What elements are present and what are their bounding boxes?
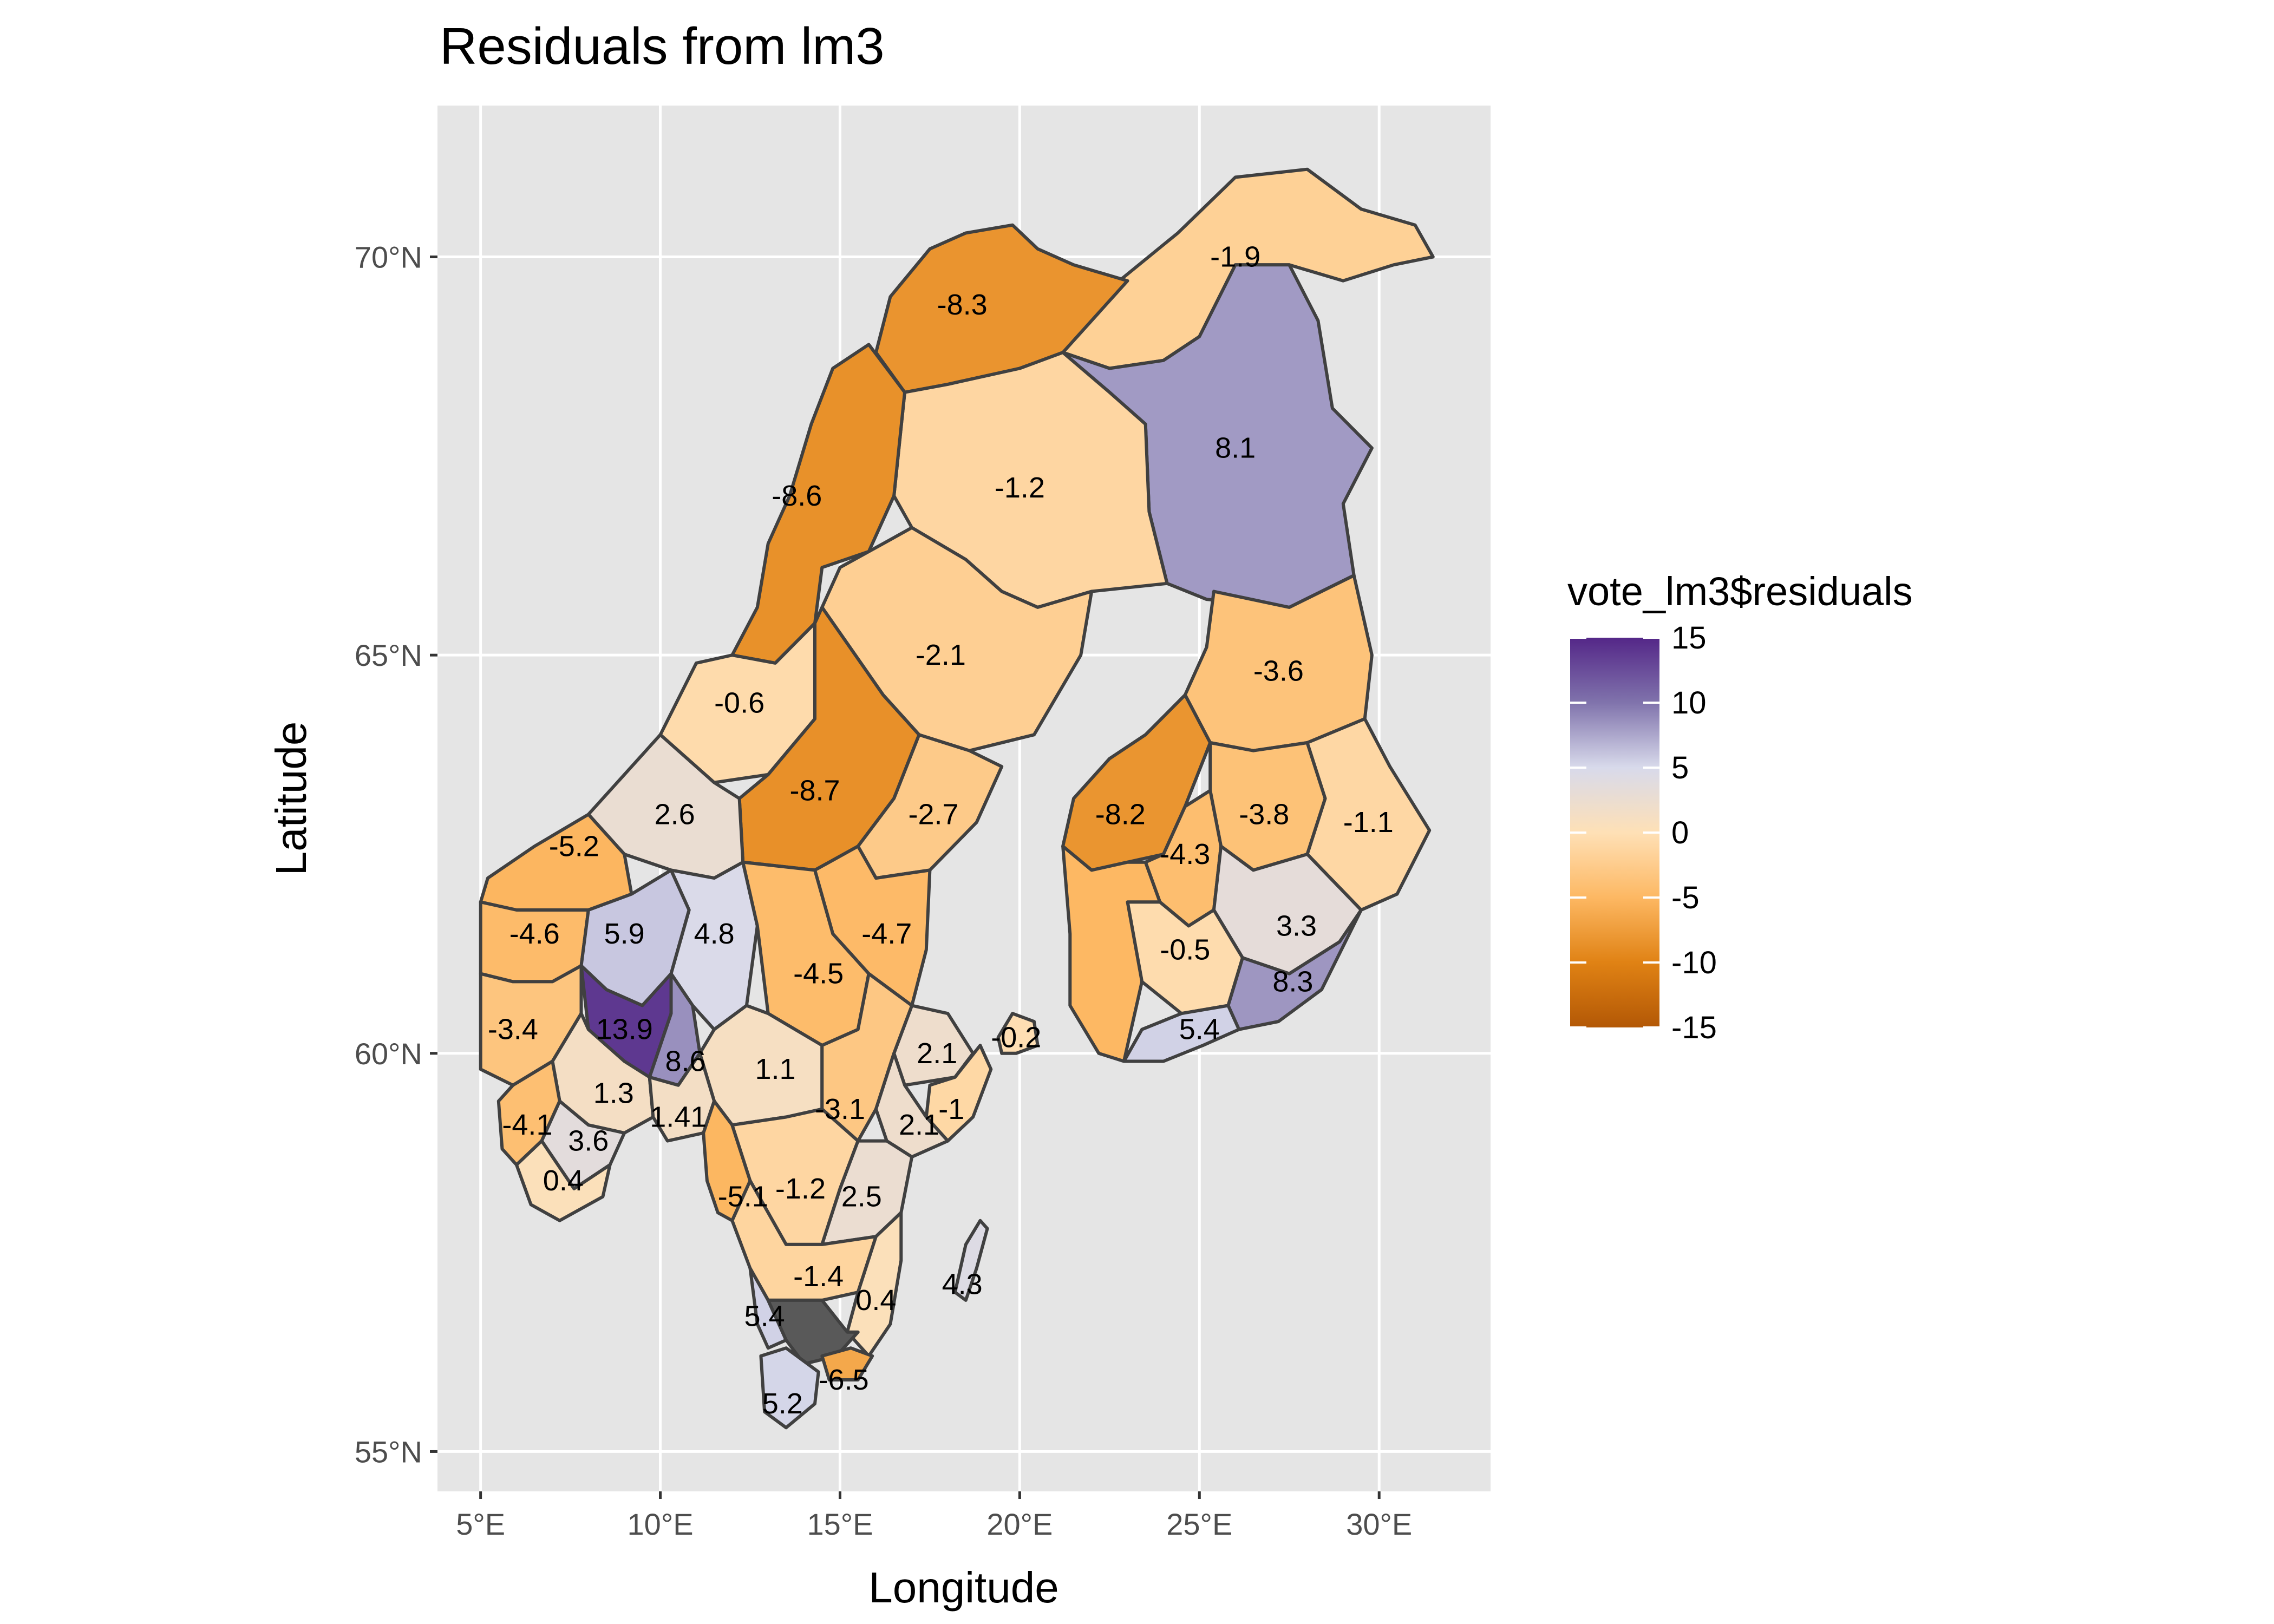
region-value-label: 2.1 [917, 1037, 957, 1070]
region-value-label: 0.4 [543, 1164, 584, 1197]
y-tick-label: 70°N [355, 240, 422, 274]
region-value-label: 4.3 [942, 1268, 983, 1300]
x-tick-label: 10°E [628, 1507, 694, 1541]
region-value-label: 8.3 [1272, 965, 1313, 998]
region-value-label: 5.2 [762, 1387, 803, 1420]
region-value-label: -3.1 [815, 1093, 865, 1125]
region-value-label: 8.6 [665, 1045, 705, 1078]
legend-tick-label: 15 [1671, 620, 1707, 656]
region-polygon [820, 1346, 874, 1381]
region-value-label: -5.1 [718, 1181, 768, 1213]
region-polygon [515, 1139, 612, 1222]
y-tick-label: 55°N [355, 1435, 422, 1469]
region-polygon [953, 1219, 989, 1302]
region-value-label: -4.6 [509, 918, 560, 950]
region-value-label: 1.41 [650, 1101, 707, 1134]
legend-tick-label: -5 [1671, 880, 1700, 915]
region-value-label: -3.6 [1253, 655, 1304, 687]
region-value-label: 1.3 [593, 1077, 634, 1109]
region-value-label: -1.2 [775, 1173, 826, 1205]
region-value-label: -4.1 [502, 1109, 552, 1141]
x-tick-label: 25°E [1166, 1507, 1232, 1541]
x-tick-label: 30°E [1346, 1507, 1412, 1541]
region-value-label: -0.6 [714, 686, 764, 719]
region-value-label: 3.6 [568, 1125, 609, 1157]
region-value-label: 4.8 [694, 918, 735, 950]
region-value-label: 5.9 [604, 918, 645, 950]
region-value-label: -1 [938, 1093, 964, 1125]
region-value-label: -4.5 [793, 958, 844, 990]
region-value-label: -2.1 [916, 639, 966, 671]
region-labels: -1.9 -8.3 8.1 -1.2 -8.6 -2.1 -0.6 -8.7 -2.7 2.6 -5… [488, 241, 1394, 1420]
x-tick-label: 15°E [807, 1507, 873, 1541]
region-value-label: -1.4 [793, 1260, 844, 1293]
region-polygon [1061, 844, 1162, 1063]
x-tick-label: 20°E [986, 1507, 1053, 1541]
region-value-label: 5.4 [744, 1300, 785, 1332]
region-value-label: 2.6 [655, 798, 695, 830]
legend-tick-label: 5 [1671, 750, 1689, 785]
legend-tick-label: 0 [1671, 815, 1689, 850]
y-tick-label: 60°N [355, 1037, 422, 1071]
region-value-label: -0.2 [991, 1021, 1041, 1053]
region-value-label: -6.5 [819, 1364, 869, 1396]
region-value-label: -4.3 [1160, 838, 1210, 870]
region-value-label: 5.4 [1179, 1013, 1220, 1046]
region-polygon [730, 343, 906, 665]
legend-title: vote_lm3$residuals [1567, 569, 1913, 614]
region-value-label: 3.3 [1276, 909, 1317, 942]
region-polygon [586, 733, 745, 880]
region-polygon [1226, 908, 1363, 1031]
region-value-label: -1.9 [1210, 241, 1260, 273]
region-value-label: -8.7 [789, 774, 840, 807]
x-axis-title: Longitude [868, 1563, 1058, 1612]
region-polygons [479, 167, 1435, 1430]
x-tick-label: 5°E [456, 1507, 505, 1541]
legend-tick-label: -15 [1671, 1010, 1717, 1045]
region-value-label: -3.8 [1239, 798, 1289, 830]
region-value-label: 8.1 [1215, 432, 1256, 464]
region-value-label: -0.5 [1160, 934, 1210, 966]
region-polygon [996, 1012, 1040, 1055]
chart-title: Residuals from lm3 [440, 17, 885, 75]
region-value-label: -5.2 [549, 830, 599, 862]
region-polygon [759, 1346, 820, 1430]
region-polygon [766, 1298, 860, 1366]
region-value-label: -8.6 [772, 480, 822, 512]
region-value-label: 0.4 [855, 1284, 896, 1317]
region-value-label: -8.3 [937, 289, 988, 321]
legend-tick-label: -10 [1671, 945, 1717, 980]
region-value-label: -3.4 [488, 1013, 538, 1046]
region-polygon [1305, 717, 1432, 912]
legend-tick-label: 10 [1671, 685, 1707, 721]
region-value-label: 1.1 [755, 1053, 795, 1085]
region-value-label: 13.9 [596, 1013, 653, 1046]
region-value-label: -1.2 [995, 472, 1045, 504]
region-value-label: -2.7 [909, 798, 959, 830]
region-value-label: 2.1 [899, 1109, 939, 1141]
y-axis-title: Latitude [267, 722, 315, 876]
axes: 5°E 10°E 15°E 20°E 25°E 30°E 55°N 60°N 65°N 70°N [355, 240, 1412, 1541]
region-value-label: 2.5 [841, 1181, 882, 1213]
region-value-label: -4.7 [861, 918, 912, 950]
region-polygon [748, 1267, 788, 1350]
region-value-label: -8.2 [1095, 798, 1146, 830]
y-tick-label: 65°N [355, 638, 422, 672]
region-polygon [1122, 1004, 1241, 1063]
region-value-label: -1.1 [1343, 806, 1394, 839]
legend: vote_lm3$residuals 15 10 5 0 -5 -10 -15 [1567, 569, 1913, 1045]
